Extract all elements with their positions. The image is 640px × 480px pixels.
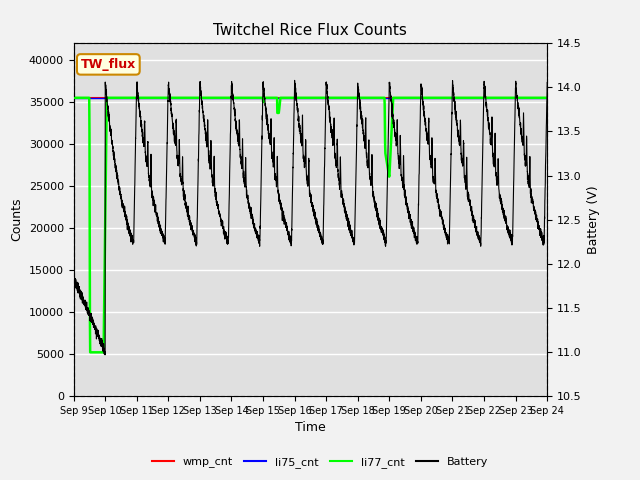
Y-axis label: Counts: Counts bbox=[10, 198, 23, 241]
Legend: wmp_cnt, li75_cnt, li77_cnt, Battery: wmp_cnt, li75_cnt, li77_cnt, Battery bbox=[147, 452, 493, 472]
Y-axis label: Battery (V): Battery (V) bbox=[588, 185, 600, 254]
Title: Twitchel Rice Flux Counts: Twitchel Rice Flux Counts bbox=[214, 23, 407, 38]
X-axis label: Time: Time bbox=[295, 421, 326, 434]
Text: TW_flux: TW_flux bbox=[81, 58, 136, 71]
